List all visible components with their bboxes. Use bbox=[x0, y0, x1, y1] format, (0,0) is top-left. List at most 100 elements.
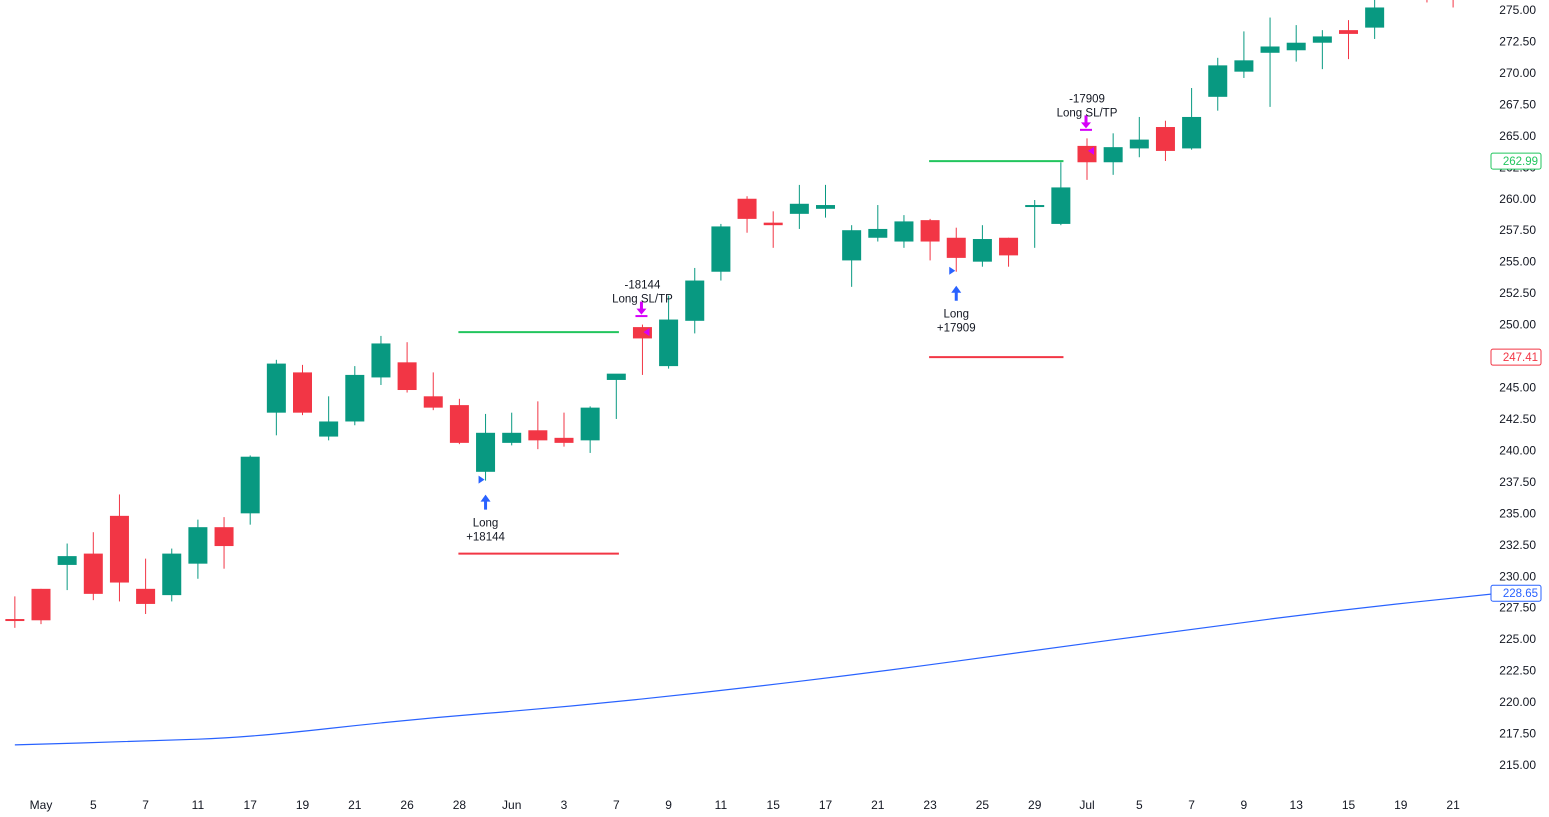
candle bbox=[1208, 57, 1228, 111]
candle-body bbox=[1339, 30, 1358, 34]
candle-body bbox=[57, 556, 77, 565]
candle-body bbox=[972, 239, 992, 262]
x-axis: May 5 7 11 17 19 21 26 28 Jun 3 7 9 11 15 17 21 23 25 29 Jul… bbox=[30, 798, 1460, 812]
y-tick-label: 240.00 bbox=[1499, 443, 1536, 457]
price-tag-box bbox=[1490, 348, 1542, 366]
candle bbox=[1025, 200, 1045, 248]
x-tick-label: 25 bbox=[976, 798, 990, 812]
candle bbox=[685, 267, 705, 334]
candle bbox=[371, 335, 391, 385]
candle bbox=[1260, 17, 1280, 107]
y-tick-label: 250.00 bbox=[1499, 318, 1536, 332]
y-tick-label: 235.00 bbox=[1499, 506, 1536, 520]
entry-arrow-shape bbox=[951, 285, 962, 301]
x-tick-label: 7 bbox=[142, 798, 149, 812]
price-tag-text: 262.99 bbox=[1503, 156, 1538, 168]
x-tick-label: 19 bbox=[1394, 798, 1408, 812]
x-tick-label: 19 bbox=[296, 798, 310, 812]
candle-body bbox=[1025, 205, 1045, 208]
exit-arrow-shape bbox=[1081, 115, 1091, 129]
candle bbox=[1077, 138, 1097, 180]
candle bbox=[1129, 116, 1149, 158]
price-tag: 262.99 bbox=[1490, 152, 1542, 170]
candle bbox=[920, 218, 940, 261]
y-tick-label: 255.00 bbox=[1499, 255, 1536, 269]
candle-body bbox=[1208, 65, 1228, 97]
x-tick-label: 9 bbox=[665, 798, 672, 812]
candle bbox=[109, 494, 129, 602]
candle-body bbox=[1286, 42, 1306, 51]
candle-body bbox=[580, 407, 600, 441]
candles-layer bbox=[5, 0, 1454, 628]
candle bbox=[240, 455, 260, 525]
x-tick-label: 15 bbox=[1342, 798, 1356, 812]
x-tick-label: 11 bbox=[715, 798, 728, 812]
candle-body bbox=[868, 228, 888, 238]
exit-arrow-shape bbox=[636, 301, 647, 315]
entry-value: +18144 bbox=[466, 532, 505, 544]
entry-arrow-shape bbox=[480, 494, 491, 510]
candle-body bbox=[554, 437, 574, 443]
trade-levels-layer bbox=[458, 160, 1064, 555]
x-tick-label: 13 bbox=[1290, 798, 1304, 812]
candle bbox=[1155, 120, 1175, 161]
candle-body bbox=[240, 456, 260, 514]
exit-arrow-bar bbox=[635, 315, 648, 318]
entry-label: Long bbox=[473, 518, 499, 530]
candle bbox=[214, 517, 234, 569]
y-tick-label: 265.00 bbox=[1499, 129, 1536, 143]
candle-body bbox=[1312, 36, 1332, 43]
candle-body bbox=[109, 515, 129, 583]
candle bbox=[31, 588, 51, 625]
candle-body bbox=[920, 220, 940, 242]
x-tick-label: May bbox=[30, 798, 53, 812]
x-tick-label: 17 bbox=[819, 798, 833, 812]
y-tick-label: 222.50 bbox=[1499, 664, 1536, 678]
x-tick-label: 29 bbox=[1028, 798, 1042, 812]
candle bbox=[1051, 162, 1071, 226]
x-tick-label: 7 bbox=[613, 798, 620, 812]
y-tick-label: 242.50 bbox=[1499, 412, 1536, 426]
x-tick-label: 7 bbox=[1188, 798, 1195, 812]
candle bbox=[1182, 88, 1202, 150]
trade-markers-layer: Long +18144 -18144 Long SL/TP Long +17909 -179… bbox=[466, 93, 1117, 543]
price-tag-text: 228.65 bbox=[1503, 588, 1538, 600]
y-tick-label: 237.50 bbox=[1499, 475, 1536, 489]
candle bbox=[1286, 25, 1306, 62]
candle bbox=[188, 519, 208, 579]
price-tag: 247.41 bbox=[1490, 348, 1542, 366]
candle-body bbox=[345, 374, 365, 422]
candle bbox=[423, 372, 443, 411]
exit-value: -17909 bbox=[1069, 93, 1105, 105]
candle bbox=[1339, 20, 1358, 60]
candle-body bbox=[476, 432, 496, 472]
candle bbox=[972, 225, 992, 267]
candle bbox=[162, 548, 182, 602]
candle bbox=[999, 237, 1019, 267]
moving-average-layer bbox=[14, 592, 1506, 746]
exit-value: -18144 bbox=[625, 280, 661, 292]
entry-flag-icon bbox=[478, 475, 485, 484]
candle-body bbox=[1155, 127, 1175, 151]
y-tick-label: 257.50 bbox=[1499, 223, 1536, 237]
candle-body bbox=[685, 280, 705, 321]
candle bbox=[1234, 31, 1254, 78]
candle bbox=[266, 359, 286, 436]
y-tick-label: 217.50 bbox=[1499, 727, 1536, 741]
candle bbox=[57, 543, 77, 591]
x-tick-label: 11 bbox=[192, 798, 205, 812]
y-tick-label: 220.00 bbox=[1499, 695, 1536, 709]
candle-body bbox=[397, 362, 417, 391]
exit-arrow-icon bbox=[635, 301, 648, 318]
candle-body bbox=[1234, 60, 1254, 72]
exit-arrow-icon bbox=[1080, 115, 1092, 131]
y-tick-label: 272.50 bbox=[1499, 34, 1536, 48]
candle-body bbox=[946, 237, 966, 258]
candle-body bbox=[1182, 116, 1202, 149]
candle-body bbox=[789, 203, 809, 214]
candle bbox=[580, 406, 600, 453]
price-tags: 262.99 247.41 228.65 bbox=[1490, 152, 1542, 602]
x-tick-label: Jul bbox=[1079, 798, 1094, 812]
y-tick-label: 215.00 bbox=[1499, 758, 1536, 772]
